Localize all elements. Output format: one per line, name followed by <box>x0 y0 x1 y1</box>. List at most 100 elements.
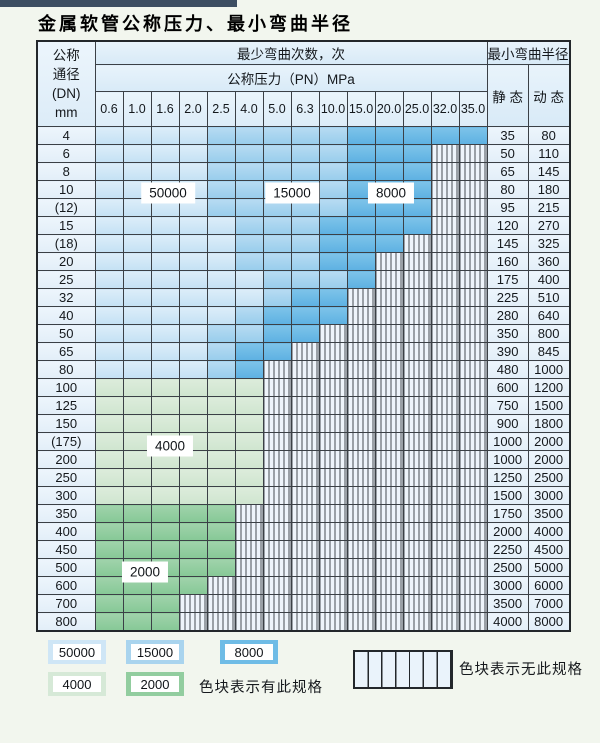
spec-cell-8000 <box>262 306 292 325</box>
spec-cell-15000 <box>290 144 320 163</box>
static-radius-cell: 4000 <box>486 612 529 631</box>
spec-cell-4000 <box>94 432 124 451</box>
static-radius-cell: 350 <box>486 324 529 343</box>
no-spec-cell <box>458 324 488 343</box>
dn-header-line: mm <box>55 105 78 120</box>
dynamic-radius-cell: 6000 <box>527 576 571 595</box>
legend-swatch-label: 15000 <box>131 644 179 660</box>
spec-cell-15000 <box>234 144 264 163</box>
no-spec-cell <box>290 342 320 361</box>
legend-swatch-label: 50000 <box>53 644 101 660</box>
no-spec-cell <box>262 450 292 469</box>
no-spec-cell <box>262 432 292 451</box>
no-spec-cell <box>374 378 404 397</box>
spec-cell-2000 <box>122 540 152 559</box>
no-spec-cell <box>262 576 292 595</box>
spec-cell-2000 <box>94 576 124 595</box>
spec-cell-4000 <box>206 414 236 433</box>
dynamic-radius-cell: 360 <box>527 252 571 271</box>
no-spec-cell <box>374 306 404 325</box>
static-radius-cell: 145 <box>486 234 529 253</box>
pressure-header: 公称压力（PN）MPa <box>94 64 488 92</box>
no-spec-cell <box>430 432 460 451</box>
dynamic-radius-cell: 80 <box>527 126 571 145</box>
no-spec-cell <box>402 450 432 469</box>
spec-cell-15000 <box>318 162 348 181</box>
legend-swatch-label: 4000 <box>53 676 101 692</box>
no-spec-cell <box>402 504 432 523</box>
spec-cell-50000 <box>178 144 208 163</box>
dynamic-radius-cell: 1500 <box>527 396 571 415</box>
dn-cell: 65 <box>36 342 96 361</box>
spec-cell-15000 <box>262 216 292 235</box>
no-spec-cell <box>430 270 460 289</box>
no-spec-cell <box>346 522 376 541</box>
static-radius-cell: 120 <box>486 216 529 235</box>
no-spec-cell <box>458 594 488 613</box>
dn-cell: 4 <box>36 126 96 145</box>
spec-cell-2000 <box>206 504 236 523</box>
no-spec-cell <box>402 558 432 577</box>
static-radius-cell: 225 <box>486 288 529 307</box>
dn-cell: 20 <box>36 252 96 271</box>
dynamic-radius-cell: 3500 <box>527 504 571 523</box>
spec-cell-15000 <box>318 180 348 199</box>
table-row: 150 900 1800 <box>36 414 571 433</box>
spec-cell-2000 <box>94 612 124 631</box>
no-spec-cell <box>430 162 460 181</box>
no-spec-cell <box>374 540 404 559</box>
pressure-column-value: 32.0 <box>430 91 460 127</box>
spec-cell-4000 <box>206 378 236 397</box>
spec-cell-4000 <box>94 396 124 415</box>
spec-cell-15000 <box>206 180 236 199</box>
dynamic-radius-cell: 800 <box>527 324 571 343</box>
static-radius-cell: 160 <box>486 252 529 271</box>
dynamic-radius-cell: 1000 <box>527 360 571 379</box>
spec-cell-8000 <box>374 234 404 253</box>
dynamic-radius-cell: 2000 <box>527 450 571 469</box>
no-spec-cell <box>458 234 488 253</box>
zone-label-15000: 15000 <box>265 182 319 204</box>
dn-cell: 15 <box>36 216 96 235</box>
pressure-column-value: 35.0 <box>458 91 488 127</box>
table-row: 400 2000 4000 <box>36 522 571 541</box>
no-spec-cell <box>290 576 320 595</box>
no-spec-cell <box>262 486 292 505</box>
no-spec-cell <box>346 414 376 433</box>
static-radius-cell: 50 <box>486 144 529 163</box>
no-spec-cell <box>402 414 432 433</box>
no-spec-cell <box>178 612 208 631</box>
table-row: (175) 1000 2000 <box>36 432 571 451</box>
zone-label-2000: 2000 <box>121 561 169 583</box>
no-spec-cell <box>178 594 208 613</box>
spec-cell-15000 <box>206 126 236 145</box>
no-spec-cell <box>374 450 404 469</box>
no-spec-cell <box>458 306 488 325</box>
spec-cell-50000 <box>206 306 236 325</box>
spec-cell-50000 <box>94 126 124 145</box>
spec-cell-8000 <box>234 360 264 379</box>
spec-cell-50000 <box>150 270 180 289</box>
no-spec-cell <box>290 432 320 451</box>
dn-cell: 350 <box>36 504 96 523</box>
spec-cell-4000 <box>234 450 264 469</box>
no-spec-cell <box>430 360 460 379</box>
no-spec-cell <box>290 414 320 433</box>
spec-cell-50000 <box>94 216 124 235</box>
pressure-column-value: 0.6 <box>94 91 124 127</box>
spec-cell-50000 <box>122 234 152 253</box>
no-spec-cell <box>318 594 348 613</box>
no-spec-cell <box>318 342 348 361</box>
spec-cell-8000 <box>346 216 376 235</box>
no-spec-cell <box>430 288 460 307</box>
spec-cell-4000 <box>150 378 180 397</box>
spec-cell-2000 <box>150 594 180 613</box>
no-spec-cell <box>374 576 404 595</box>
no-spec-cell <box>430 144 460 163</box>
spec-cell-15000 <box>206 144 236 163</box>
table-row: 500 2500 5000 <box>36 558 571 577</box>
table-row: (18) 145 325 <box>36 234 571 253</box>
no-spec-cell <box>346 324 376 343</box>
no-spec-cell <box>346 504 376 523</box>
